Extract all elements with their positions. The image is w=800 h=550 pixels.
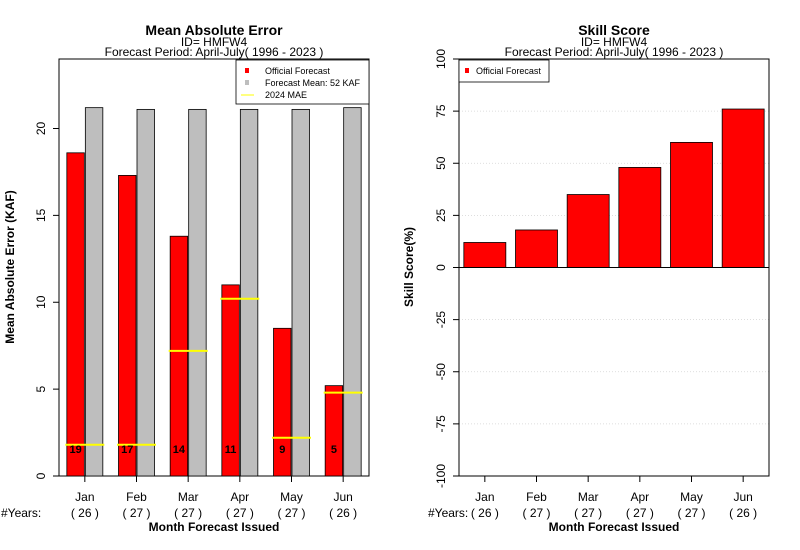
mae-x-tick-label: Apr: [230, 490, 249, 504]
mae-x-tick-label: Jan: [75, 490, 94, 504]
mae-bar-label: 14: [173, 444, 186, 456]
skill-legend-swatch: [465, 68, 469, 73]
mae-years-label: ( 27 ): [226, 506, 254, 520]
skill-y-tick-label: 100: [434, 49, 448, 69]
mae-years-label: ( 26 ): [71, 506, 99, 520]
skill-years-label: ( 27 ): [677, 506, 705, 520]
mae-mean-bar: [343, 107, 362, 477]
mae-official-bar: [118, 175, 137, 477]
mae-plot-frame: [58, 58, 370, 477]
skill-y-tick-label: -100: [434, 464, 448, 488]
skill-years-label: ( 27 ): [574, 506, 602, 520]
mae-mean-bar: [136, 108, 155, 477]
mae-bar-label: 19: [69, 444, 81, 456]
mae-x-tick-label: Feb: [126, 490, 147, 504]
skill-bar: [670, 141, 713, 268]
mae-bar-label: 9: [279, 444, 285, 456]
mae-chart: Mean Absolute Error ID= HMFW4 Forecast P…: [1, 22, 370, 534]
skill-x-tick-label: Apr: [630, 490, 649, 504]
skill-x-tick-label: Jan: [475, 490, 494, 504]
mae-official-bar: [324, 385, 344, 477]
mae-x-tick-label: Jun: [333, 490, 352, 504]
mae-title: Mean Absolute Error: [145, 22, 283, 38]
mae-y-tick-label: 0: [34, 472, 48, 479]
mae-bar-label: 5: [331, 444, 337, 456]
mae-subtitle-period: Forecast Period: April-July( 1996 - 2023…: [105, 45, 324, 59]
skill-years-label: ( 26 ): [471, 506, 499, 520]
skill-years-label: ( 27 ): [626, 506, 654, 520]
skill-y-tick-label: -25: [434, 311, 448, 329]
mae-legend-label: 2024 MAE: [265, 90, 307, 100]
mae-years-label: ( 27 ): [277, 506, 305, 520]
mae-legend-box: [235, 59, 370, 105]
skill-years-prefix: #Years:: [428, 506, 468, 520]
skill-bar: [721, 108, 765, 268]
mae-legend-label: Forecast Mean: 52 KAF: [265, 78, 361, 88]
skill-subtitle-id: ID= HMFW4: [581, 35, 648, 49]
skill-legend-label: Official Forecast: [476, 66, 541, 76]
skill-y-tick-label: -75: [434, 415, 448, 433]
skill-x-tick-label: Feb: [526, 490, 547, 504]
mae-plot-area: 0 5 10 15 20 19 Jan ( 26 ) 17 Feb ( 27 ) 14 Mar ( 27 …: [34, 58, 370, 520]
mae-legend-swatch: [245, 80, 249, 85]
skill-bar: [515, 229, 558, 268]
skill-x-tick-label: Mar: [578, 490, 599, 504]
skill-y-tick-label: 75: [434, 104, 448, 118]
skill-legend-box: [458, 59, 550, 83]
skill-y-tick-label: 50: [434, 156, 448, 170]
mae-years-label: ( 27 ): [122, 506, 150, 520]
mae-y-tick-label: 10: [34, 295, 48, 309]
mae-y-tick-label: 5: [34, 385, 48, 392]
skill-y-tick-label: -50: [434, 363, 448, 381]
skill-x-tick-label: Jun: [733, 490, 752, 504]
mae-legend-label: Official Forecast: [265, 66, 330, 76]
mae-y-tick-label: 20: [34, 122, 48, 136]
skill-plot-area: -100 -75 -50 -25 0 25 50 75 100 Jan ( 26 ) Feb ( 27 …: [434, 49, 770, 520]
mae-legend-swatch: [245, 68, 249, 73]
mae-bar-label: 17: [121, 444, 133, 456]
mae-official-bar: [66, 152, 85, 477]
skill-y-tick-label: 0: [434, 264, 448, 271]
skill-bar: [463, 242, 507, 268]
skill-bar: [566, 194, 610, 268]
mae-official-bar: [221, 284, 240, 477]
mae-years-prefix: #Years:: [1, 506, 41, 520]
mae-y-axis-label: Mean Absolute Error (KAF): [3, 190, 17, 344]
mae-years-label: ( 27 ): [174, 506, 202, 520]
skill-years-label: ( 26 ): [729, 506, 757, 520]
mae-mean-bar: [188, 108, 207, 477]
mae-official-bar: [273, 327, 292, 477]
mae-x-tick-label: Mar: [178, 490, 199, 504]
mae-x-axis-label: Month Forecast Issued: [149, 520, 280, 534]
mae-bar-label: 11: [225, 444, 237, 456]
skill-y-tick-label: 25: [434, 208, 448, 222]
mae-years-label: ( 26 ): [329, 506, 357, 520]
mae-official-bar: [169, 235, 189, 477]
skill-title: Skill Score: [578, 22, 650, 38]
mae-mean-bar: [291, 108, 310, 477]
skill-bar: [618, 167, 662, 268]
skill-years-label: ( 27 ): [522, 506, 550, 520]
skill-subtitle-period: Forecast Period: April-July( 1996 - 2023…: [505, 45, 724, 59]
skill-x-tick-label: May: [680, 490, 703, 504]
skill-x-axis-label: Month Forecast Issued: [549, 520, 680, 534]
mae-mean-bar: [239, 108, 259, 477]
skill-chart: Skill Score ID= HMFW4 Forecast Period: A…: [402, 22, 770, 534]
mae-mean-bar: [84, 107, 104, 477]
mae-subtitle-id: ID= HMFW4: [181, 35, 248, 49]
mae-x-tick-label: May: [280, 490, 303, 504]
skill-y-axis-label: Skill Score(%): [402, 227, 416, 307]
mae-y-tick-label: 15: [34, 208, 48, 222]
